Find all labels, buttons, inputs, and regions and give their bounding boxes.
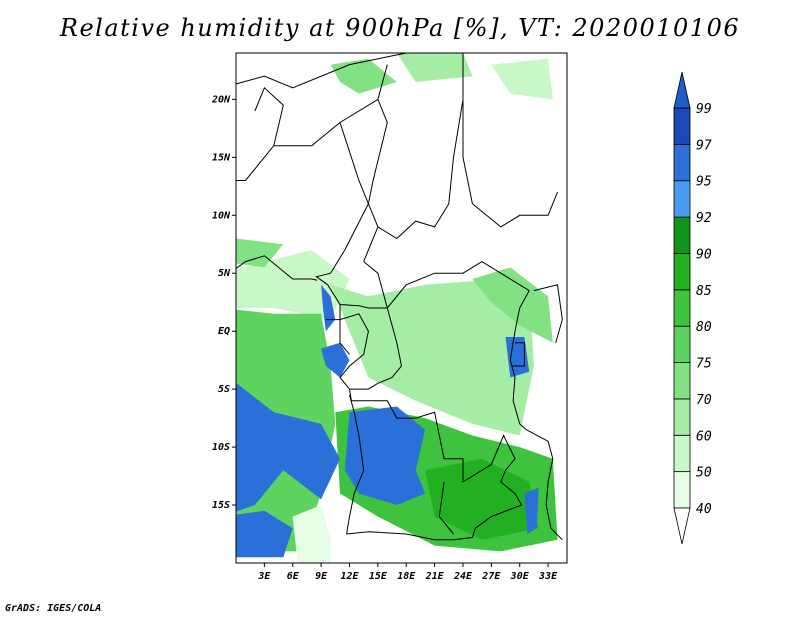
colorbar-segment [673,180,691,218]
colorbar-segment [673,398,691,436]
border-line-19 [438,481,454,535]
border-line-23 [512,342,525,367]
colorbar-label: 70 [696,393,712,408]
border-line-16 [351,400,523,506]
lon-tick-label: 6E [287,571,300,582]
colorbar-label: 97 [696,138,712,153]
border-line-10 [327,284,388,309]
colorbar-segment [673,107,691,145]
lon-tick-label: 18E [397,571,416,582]
humidity-region-13 [330,58,397,94]
border-line-20 [475,504,522,529]
border-line-14 [509,290,530,431]
colorbar-label: 80 [696,320,712,335]
humidity-region-9 [321,342,350,378]
colorbar: 40 50 60 70 75 80 85 90 92 95 97 99 [673,71,712,545]
border-line-12 [339,313,369,390]
lat-tick-label: 5N [218,268,231,279]
lon-tick-label: 30E [510,571,530,582]
lat-tick-label: 10N [212,210,231,221]
border-line-6 [377,99,464,240]
lat-tick-label: 15S [212,500,230,511]
lon-tick-label: 24E [453,571,473,582]
colorbar-segment [673,471,691,509]
border-line-17 [346,394,365,535]
humidity-region-2 [330,279,534,436]
humidity-region-16 [396,53,473,82]
colorbar-label: 85 [696,284,712,299]
colorbar-label: 90 [696,247,712,262]
lat-tick-label: EQ [218,326,230,337]
latitude-axis: 20N 15N 10N 5N EQ 5S 10S 15S [211,94,236,511]
humidity-region-4 [425,458,539,540]
border-line-24 [533,284,563,343]
humidity-region-5 [236,382,340,512]
border-line-22 [339,308,350,355]
humidity-region-11 [524,487,539,534]
lat-tick-label: 5S [218,384,230,395]
colorbar-segment [673,325,691,363]
colorbar-segment [673,362,691,400]
border-line-15 [526,429,563,541]
lon-tick-label: 12E [340,571,359,582]
colorbar-top-arrow [673,71,691,109]
humidity-region-0 [236,250,350,320]
colorbar-label: 50 [696,466,712,481]
lon-tick-label: 21E [425,571,445,582]
humidity-field [236,53,558,563]
lon-tick-label: 33E [538,571,558,582]
border-line-7 [462,99,558,228]
colorbar-bottom-arrow [673,507,691,545]
lon-tick-label: 15E [369,571,388,582]
border-line-0 [236,53,407,89]
colorbar-segment [673,253,691,291]
map-title: Relative humidity at 900hPa [%], VT: 202… [59,14,741,42]
colorbar-label: 40 [696,502,712,517]
colorbar-label: 99 [696,102,712,117]
colorbar-segment [673,143,691,182]
humidity-region-15 [472,267,553,343]
border-line-1 [236,86,284,181]
border-line-18 [346,528,476,541]
plot-frame [235,52,568,564]
humidity-region-10 [505,337,530,378]
lon-tick-label: 3E [257,571,271,582]
border-line-9 [363,261,530,310]
humidity-region-12 [292,505,331,563]
colorbar-label: 75 [696,357,712,372]
colorbar-label: 60 [696,429,712,444]
lat-tick-label: 10S [212,442,230,453]
humidity-region-7 [344,406,426,505]
border-line-21 [236,255,318,281]
colorbar-segment [673,216,691,254]
lat-tick-label: 15N [212,152,231,163]
country-borders [236,53,563,541]
colorbar-segment [673,434,691,473]
lon-tick-label: 27E [481,571,501,582]
humidity-region-17 [491,58,553,100]
longitude-axis: 3E 6E 9E 12E 15E 18E 21E 24E 27E 30E 33E [257,563,558,582]
border-line-13 [348,307,403,401]
colorbar-segment [673,289,691,327]
colorbar-label: 95 [696,175,712,190]
footer-credit: GrADS: IGES/COLA [5,603,102,614]
humidity-region-6 [236,510,293,558]
border-line-4 [315,122,369,286]
lon-tick-label: 9E [315,571,328,582]
colorbar-label: 92 [696,211,712,226]
lat-tick-label: 20N [211,94,231,105]
humidity-region-14 [236,238,284,268]
